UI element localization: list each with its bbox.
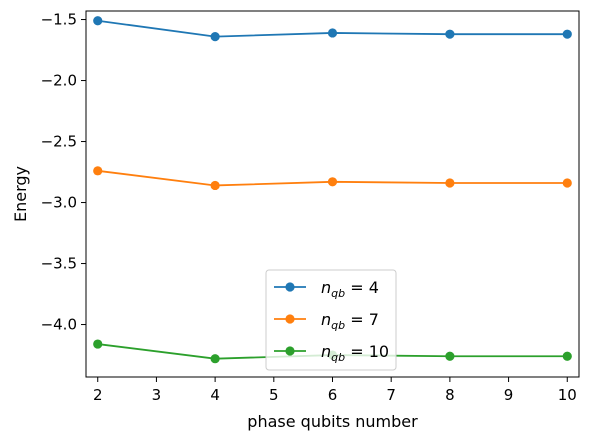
y-axis-label: Energy [11,166,30,222]
data-point [445,351,455,361]
x-tick-label: 4 [210,386,220,404]
data-point [210,180,220,191]
data-point [93,166,103,176]
data-point [210,354,220,364]
x-tick-label: 8 [445,386,455,404]
x-tick-label: 10 [558,386,577,404]
legend-value: = 10 [345,342,389,361]
data-point [93,16,103,26]
x-tick-label: 7 [386,386,396,404]
legend-marker [285,282,295,292]
data-point [562,351,572,361]
y-tick-label: −2.0 [41,72,77,90]
y-axis-ticks: −1.5 −2.0 −2.5 −3.0 −3.5 −4.0 [41,11,86,334]
y-tick-label: −3.0 [41,194,77,212]
legend-subscript: qb [331,319,345,332]
y-tick-label: −4.0 [41,316,77,334]
data-point [445,178,455,188]
plot-frame [85,10,580,378]
data-point [327,28,338,38]
data-point [210,32,220,42]
x-tick-label: 2 [93,386,103,404]
series-layer [93,16,572,364]
legend-value: = 7 [345,310,379,329]
data-point [562,29,572,39]
legend-item: nqb = 7 [274,310,379,332]
x-tick-label: 6 [328,386,338,404]
x-axis-ticks: 2 3 4 5 6 7 8 9 10 [93,377,577,404]
data-point [93,339,103,349]
legend-subscript: qb [331,287,345,300]
x-tick-label: 3 [152,386,162,404]
legend-label: nqb = 10 [321,342,389,364]
legend-marker [285,346,295,356]
legend-subscript: qb [331,351,345,364]
y-tick-label: −1.5 [41,11,77,29]
legend-var: n [321,310,331,329]
series-2 [93,166,572,191]
legend-marker [285,314,295,324]
y-tick-label: −2.5 [41,133,77,151]
legend-value: = 4 [345,278,379,297]
legend-var: n [321,278,331,297]
x-tick-label: 5 [269,386,279,404]
legend-item: nqb = 4 [274,278,379,300]
x-axis-label: phase qubits number [247,412,418,431]
x-tick-label: 9 [504,386,514,404]
series-1 [93,16,572,42]
data-point [445,29,455,39]
legend-item: nqb = 10 [274,342,389,364]
legend-label: nqb = 7 [321,310,379,332]
y-tick-label: −3.5 [41,255,77,273]
legend-var: n [321,342,331,361]
legend-label: nqb = 4 [321,278,379,300]
data-point [562,178,572,188]
data-point [327,177,338,187]
legend-box [265,269,397,371]
